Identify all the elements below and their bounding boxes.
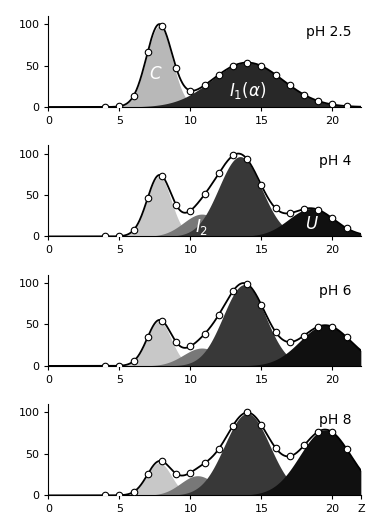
Point (301, 91, 307, 99)
Point (173, 64, 179, 72)
Point (287, 81, 293, 90)
Point (145, 47, 151, 56)
Point (116, 362, 122, 370)
Point (230, 287, 236, 295)
Point (187, 469, 193, 477)
Point (301, 204, 307, 213)
Point (216, 169, 222, 178)
Point (273, 444, 279, 452)
Point (216, 445, 222, 453)
Point (230, 422, 236, 430)
Text: $I_1(\alpha)$: $I_1(\alpha)$ (228, 80, 266, 101)
Point (216, 310, 222, 319)
Point (344, 333, 350, 341)
Point (315, 427, 321, 436)
Point (330, 428, 336, 436)
Point (315, 206, 321, 214)
Point (102, 491, 108, 500)
Text: $I_2$: $I_2$ (195, 217, 208, 237)
Point (315, 97, 321, 105)
Text: pH 2.5: pH 2.5 (306, 25, 352, 39)
Point (131, 357, 137, 365)
Text: pH 4: pH 4 (319, 154, 352, 169)
Point (259, 301, 264, 309)
Point (344, 102, 350, 110)
Point (116, 232, 122, 240)
Point (273, 328, 279, 336)
Point (259, 421, 264, 430)
Point (230, 62, 236, 70)
Point (330, 214, 336, 222)
Point (145, 333, 151, 341)
Text: pH 6: pH 6 (319, 284, 352, 298)
Point (330, 100, 336, 109)
Point (273, 71, 279, 79)
Point (102, 103, 108, 111)
Point (202, 190, 208, 199)
Point (315, 323, 321, 331)
Point (173, 470, 179, 478)
Point (202, 330, 208, 338)
Point (287, 209, 293, 218)
Point (244, 155, 250, 163)
Point (244, 408, 250, 417)
Point (131, 92, 137, 100)
Point (344, 224, 350, 232)
Point (330, 323, 336, 331)
Point (187, 86, 193, 95)
Point (131, 226, 137, 235)
Point (344, 445, 350, 453)
Point (287, 338, 293, 346)
Point (116, 102, 122, 111)
Point (102, 232, 108, 241)
Point (244, 58, 250, 67)
Point (259, 62, 264, 70)
Point (230, 151, 236, 160)
Point (187, 207, 193, 215)
Point (301, 441, 307, 450)
Point (287, 452, 293, 461)
Point (244, 280, 250, 288)
Point (301, 331, 307, 340)
Point (145, 193, 151, 202)
Point (159, 172, 165, 180)
Point (202, 81, 208, 90)
Point (159, 22, 165, 30)
Text: pH 8: pH 8 (319, 413, 352, 427)
Point (116, 491, 122, 500)
Point (173, 201, 179, 209)
Point (159, 457, 165, 465)
Text: C: C (149, 65, 161, 83)
Point (102, 362, 108, 370)
Point (131, 487, 137, 496)
Point (202, 459, 208, 467)
Point (145, 470, 151, 478)
Text: U: U (305, 215, 317, 233)
Point (259, 181, 264, 190)
Point (216, 71, 222, 79)
Point (187, 342, 193, 350)
Point (173, 338, 179, 346)
Point (159, 316, 165, 325)
Point (273, 204, 279, 212)
